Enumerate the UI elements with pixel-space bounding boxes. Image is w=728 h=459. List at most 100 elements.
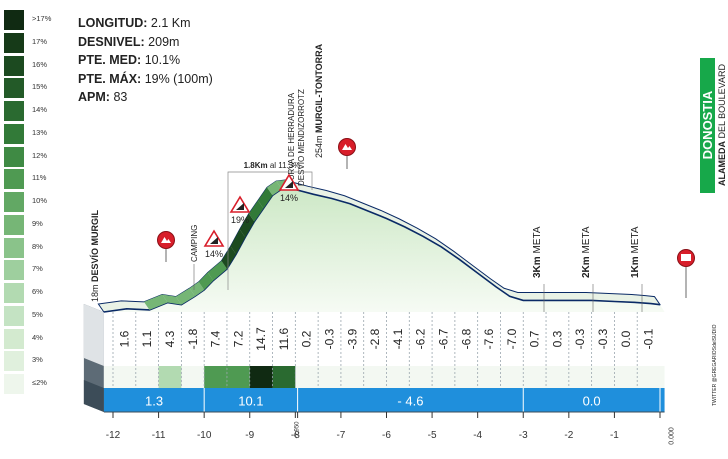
warning-sign-2-slope-icon: [236, 203, 244, 210]
climb-strip: [189, 281, 205, 297]
segment-gradient-label: -7.0: [505, 328, 519, 349]
x-tick-label: -7: [336, 430, 345, 441]
warning-sign-3-label: 14%: [280, 193, 298, 203]
climb-strip: [239, 213, 255, 238]
segment-gradient-label: -2.8: [368, 328, 382, 349]
finish-flag-icon: [681, 254, 691, 261]
climb-strip: [162, 294, 182, 305]
warning-sign-1-slope-icon: [210, 237, 218, 244]
legend-label: 11%: [32, 173, 47, 183]
segment-gradient-label: 0.3: [550, 330, 564, 347]
legend-label: 10%: [32, 196, 48, 205]
legend-swatch: 16%: [4, 55, 47, 76]
x-tick-label: -3: [519, 430, 528, 441]
legend-swatch: 14%: [4, 101, 47, 121]
x-tick-label: -4: [473, 430, 482, 441]
gradient-cell-color: [158, 366, 182, 388]
gradient-cell-color: [272, 366, 296, 388]
warning-sign-1: [203, 229, 225, 247]
climb-strip: [248, 200, 264, 222]
climb-bracket-label: 1.8Km al 11.3%: [244, 161, 301, 170]
legend-label: 15%: [32, 82, 48, 92]
detour-label: DESVÍO MENDIZORROTZ: [297, 89, 306, 186]
gradient-cell-color: [204, 366, 227, 388]
segment-gradient-label: -0.1: [642, 328, 656, 349]
legend-label: >17%: [32, 14, 52, 23]
finish-city-name: DONOSTIA: [700, 90, 715, 159]
climb-strip: [143, 294, 168, 310]
meta-1km-label: 1Km META: [630, 226, 641, 278]
sector-bar: [103, 388, 665, 412]
segment-gradient-label: 4.3: [163, 330, 177, 347]
segment-gradient-label: -3.9: [345, 328, 359, 349]
stat-max-gradient: PTE. MÁX: 19% (100m): [78, 71, 213, 86]
legend-label: 14%: [32, 105, 48, 114]
stat-length: LONGITUD: 2.1 Km: [78, 16, 191, 30]
finish-street: ALAMEDA DEL BOULEVARD: [717, 63, 727, 186]
x-tick-label: -6: [382, 430, 391, 441]
legend-swatch: 5%: [4, 305, 43, 326]
segment-gradient-label: 11.6: [277, 327, 291, 350]
climb-strip: [198, 272, 214, 290]
finish-city-bg: [700, 58, 715, 193]
stat-apm: APM: 83: [78, 90, 128, 104]
legend-swatch: 9%: [4, 214, 43, 235]
legend-swatch: 12%: [4, 146, 47, 167]
sector-average-label: 10.1: [238, 394, 263, 409]
legend-label: 17%: [32, 36, 48, 46]
segment-gradient-label: 1.6: [117, 330, 131, 347]
segment-gradient-label: 0.0: [619, 330, 633, 347]
warning-sign-2-label: 19%: [231, 215, 249, 225]
profile-area-fill: [103, 188, 665, 312]
warning-sign-3-slope-icon: [285, 181, 293, 188]
segment-gradient-label: 0.2: [300, 330, 314, 347]
x-tick-label: -1: [610, 430, 619, 441]
gradient-cell-color: [226, 366, 250, 388]
climb-strip: [230, 229, 246, 255]
legend-label: 16%: [32, 59, 48, 69]
legend-swatch: 8%: [4, 237, 43, 258]
finish-city-block: DONOSTIA ALAMEDA DEL BOULEVARD: [700, 58, 728, 193]
legend-swatch: 13%: [4, 123, 47, 144]
segment-gradient-label: 7.4: [209, 330, 223, 347]
segment-gradient-label: -4.1: [391, 328, 405, 349]
sector-average-label: 0.0: [583, 394, 601, 409]
segment-gradient-label: -7.6: [482, 328, 496, 349]
segment-gradient-label: -0.3: [323, 328, 337, 349]
legend-swatch: ≤2%: [4, 374, 47, 394]
legend-label: ≤2%: [32, 378, 47, 387]
legend-swatch: 3%: [4, 351, 43, 372]
legend-label: 5%: [32, 309, 43, 319]
credit-label: TWITTER @GREGARIOSdelSUDIO: [712, 324, 718, 406]
legend-label: 4%: [32, 332, 43, 342]
climb-strip: [221, 246, 237, 269]
x-tick-label: -11: [152, 430, 166, 441]
start-label: 18m DESVÍO MURGIL: [90, 209, 100, 302]
warning-sign-3: [278, 173, 300, 191]
warning-sign-1-label: 14%: [205, 249, 223, 259]
legend-swatch: 15%: [4, 78, 47, 99]
start-marker-mountain-icon: [161, 237, 171, 243]
segment-gradient-label: 7.2: [231, 330, 245, 347]
climb-strip: [267, 181, 282, 196]
climb-strip: [207, 260, 227, 281]
climb-stats: LONGITUD: 2.1 Km DESNIVEL: 209m PTE. MED…: [78, 14, 213, 107]
climb-bracket: [227, 171, 313, 290]
x-tick-label: -5: [428, 430, 437, 441]
segment-gradient-label: 1.1: [140, 330, 154, 347]
legend-label: 6%: [32, 287, 43, 296]
stat-average-gradient: PTE. MED: 10.1%: [78, 53, 181, 67]
x-tick-label: -2: [564, 430, 573, 441]
legend-swatch: 6%: [4, 283, 43, 303]
legend-label: 8%: [32, 241, 43, 251]
gradient-legend: >17% 17% 16% 15% 14% 13% 12% 11% 10% 9% 8% 7% 6% 5% 4%…: [4, 10, 52, 397]
summit-label: 254m MURGIL-TONTORRA: [314, 43, 324, 158]
legend-swatch: 10%: [4, 192, 47, 212]
profile-side-wall-light: [83, 304, 104, 366]
sector-average-label: 1.3: [145, 394, 163, 409]
sector-average-label: - 4.6: [397, 394, 423, 409]
climb-strip: [175, 288, 196, 305]
x-tick-label: 0.000: [669, 427, 676, 445]
x-tick-extra-label: -7.950: [295, 421, 301, 439]
x-tick-label: -9: [245, 430, 254, 441]
